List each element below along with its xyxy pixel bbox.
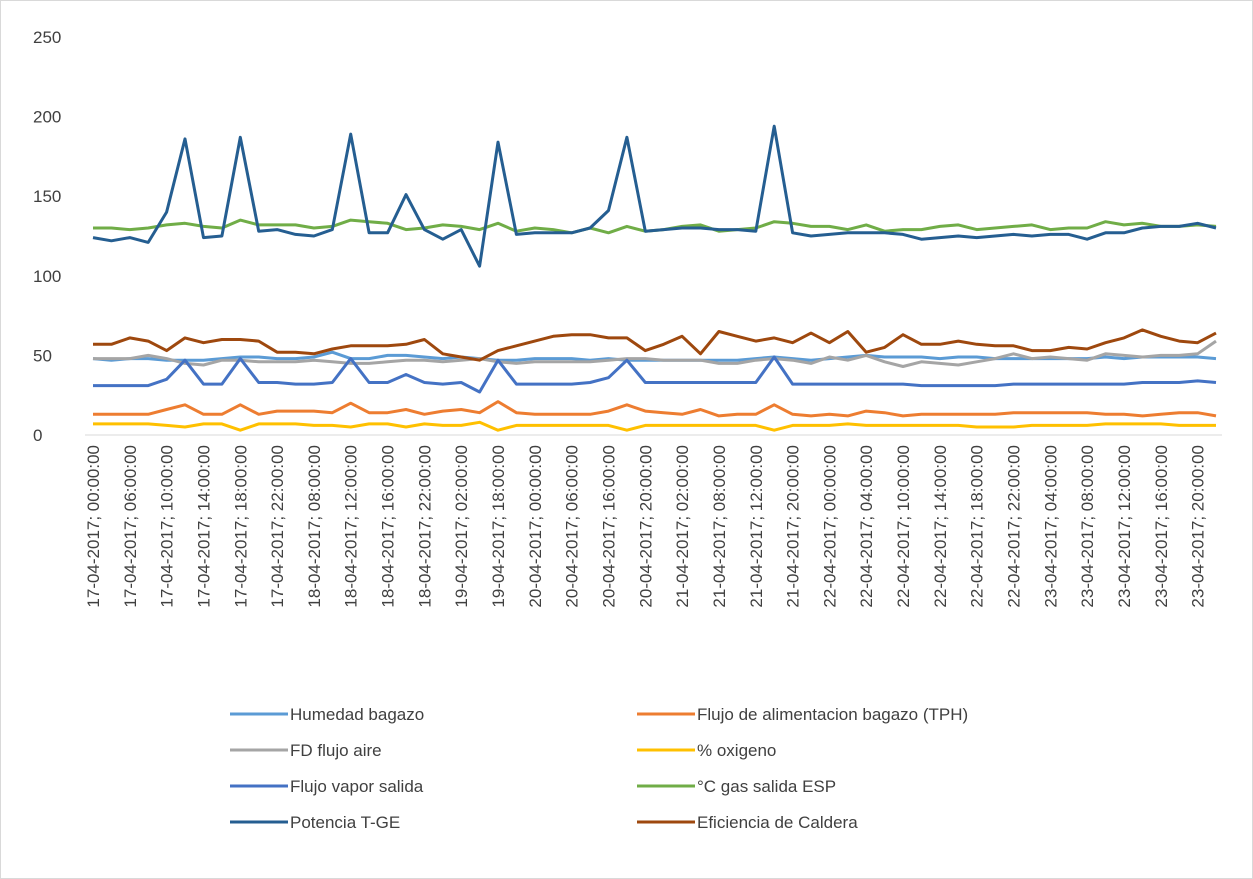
series-line [93,400,1217,418]
x-tick-label: 23-04-2017; 16:00:00 [1152,445,1171,608]
series-line [93,339,1217,368]
legend-label: Eficiencia de Caldera [697,813,858,832]
series-line [93,355,1217,394]
legend-label: Flujo de alimentacion bagazo (TPH) [697,705,968,724]
x-tick-label: 22-04-2017; 10:00:00 [894,445,913,608]
x-tick-label: 17-04-2017; 22:00:00 [268,445,287,608]
x-tick-label: 22-04-2017; 18:00:00 [968,445,987,608]
x-tick-label: 17-04-2017; 18:00:00 [231,445,250,608]
x-tick-label: 17-04-2017; 14:00:00 [194,445,213,608]
x-tick-label: 23-04-2017; 20:00:00 [1189,445,1208,608]
x-tick-label: 21-04-2017; 20:00:00 [784,445,803,608]
y-tick-label: 200 [33,108,61,127]
x-tick-label: 20-04-2017; 16:00:00 [599,445,618,608]
x-tick-label: 23-04-2017; 04:00:00 [1041,445,1060,608]
legend-label: °C gas salida ESP [697,777,836,796]
y-tick-label: 50 [33,346,52,365]
x-tick-label: 20-04-2017; 20:00:00 [636,445,655,608]
y-tick-label: 100 [33,267,61,286]
series-line [93,420,1216,432]
x-tick-label: 22-04-2017; 22:00:00 [1004,445,1023,608]
y-tick-label: 0 [33,426,42,445]
series-line [93,328,1217,362]
x-tick-label: 18-04-2017; 16:00:00 [379,445,398,608]
series-line [92,124,1217,268]
x-tick-label: 21-04-2017; 12:00:00 [747,445,766,608]
x-tick-label: 18-04-2017; 12:00:00 [342,445,361,608]
x-tick-label: 21-04-2017; 02:00:00 [673,445,692,608]
legend-label: FD flujo aire [290,741,382,760]
x-tick-label: 18-04-2017; 08:00:00 [305,445,324,608]
y-tick-label: 250 [33,28,61,47]
x-tick-label: 21-04-2017; 08:00:00 [710,445,729,608]
x-tick-label: 18-04-2017; 22:00:00 [415,445,434,608]
x-tick-label: 19-04-2017; 18:00:00 [489,445,508,608]
x-tick-label: 20-04-2017; 06:00:00 [563,445,582,608]
x-tick-label: 22-04-2017; 00:00:00 [820,445,839,608]
x-tick-label: 23-04-2017; 12:00:00 [1115,445,1134,608]
x-tick-label: 17-04-2017; 00:00:00 [84,445,103,608]
legend-label: % oxigeno [697,741,776,760]
legend-label: Potencia T-GE [290,813,400,832]
legend-label: Flujo vapor salida [290,777,424,796]
x-tick-label: 22-04-2017; 04:00:00 [857,445,876,608]
x-tick-label: 17-04-2017; 10:00:00 [158,445,177,608]
x-tick-label: 17-04-2017; 06:00:00 [121,445,140,608]
y-tick-label: 150 [33,187,61,206]
x-tick-label: 23-04-2017; 08:00:00 [1078,445,1097,608]
legend-label: Humedad bagazo [290,705,424,724]
x-tick-label: 19-04-2017; 02:00:00 [452,445,471,608]
x-tick-label: 20-04-2017; 00:00:00 [526,445,545,608]
x-tick-label: 22-04-2017; 14:00:00 [931,445,950,608]
